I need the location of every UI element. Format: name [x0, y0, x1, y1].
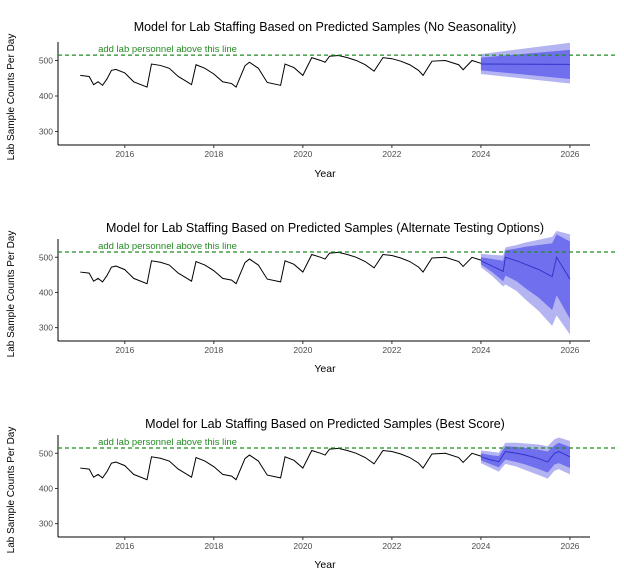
x-tick-label: 2020 — [293, 541, 312, 551]
historical-series-line — [80, 252, 481, 283]
x-axis-label: Year — [314, 363, 336, 375]
x-tick-label: 2022 — [382, 541, 401, 551]
x-tick-label: 2026 — [561, 149, 580, 159]
x-axis-label: Year — [314, 168, 336, 180]
x-tick-label: 2016 — [115, 541, 134, 551]
x-tick-label: 2016 — [115, 149, 134, 159]
y-axis-label: Lab Sample Counts Per Day — [6, 34, 17, 161]
historical-series-line — [80, 448, 481, 479]
x-tick-label: 2024 — [471, 541, 490, 551]
x-tick-label: 2022 — [382, 345, 401, 355]
plot-area: 300 400 500 2016 2018 2020 2022 2024 2026 add lab… — [39, 42, 615, 159]
y-tick-label: 400 — [39, 483, 53, 493]
chart-panel-alternate-testing: Model for Lab Staffing Based on Predicte… — [0, 196, 624, 392]
historical-series-line — [80, 55, 481, 87]
chart-title: Model for Lab Staffing Based on Predicte… — [106, 221, 544, 235]
y-tick-label: 500 — [39, 252, 53, 262]
x-tick-label: 2022 — [382, 149, 401, 159]
plot-area: 300 400 500 2016 2018 2020 2022 2024 2026 add lab… — [39, 435, 615, 551]
threshold-label: add lab personnel above this line — [98, 44, 237, 55]
chart-panel-best-score: Model for Lab Staffing Based on Predicte… — [0, 392, 624, 588]
x-tick-label: 2024 — [471, 149, 490, 159]
y-tick-label: 300 — [39, 323, 53, 333]
y-tick-label: 400 — [39, 91, 53, 101]
y-tick-label: 500 — [39, 448, 53, 458]
threshold-label: add lab personnel above this line — [98, 437, 237, 448]
y-axis-label: Lab Sample Counts Per Day — [6, 231, 17, 358]
x-tick-label: 2018 — [204, 345, 223, 355]
x-tick-label: 2026 — [561, 541, 580, 551]
y-tick-label: 400 — [39, 287, 53, 297]
y-axis-label: Lab Sample Counts Per Day — [6, 427, 17, 554]
y-tick-label: 500 — [39, 55, 53, 65]
x-tick-label: 2020 — [293, 345, 312, 355]
threshold-label: add lab personnel above this line — [98, 241, 237, 252]
chart-panel-no-seasonality: Model for Lab Staffing Based on Predicte… — [0, 0, 624, 196]
x-tick-label: 2016 — [115, 345, 134, 355]
x-tick-label: 2018 — [204, 149, 223, 159]
chart-title: Model for Lab Staffing Based on Predicte… — [145, 417, 505, 431]
x-tick-label: 2026 — [561, 345, 580, 355]
y-tick-label: 300 — [39, 127, 53, 137]
x-tick-label: 2018 — [204, 541, 223, 551]
chart-title: Model for Lab Staffing Based on Predicte… — [134, 20, 517, 34]
x-axis-label: Year — [314, 559, 336, 571]
plot-area: 300 400 500 2016 2018 2020 2022 2024 2026 add lab… — [39, 231, 615, 355]
x-tick-label: 2020 — [293, 149, 312, 159]
x-tick-label: 2024 — [471, 345, 490, 355]
y-tick-label: 300 — [39, 519, 53, 529]
